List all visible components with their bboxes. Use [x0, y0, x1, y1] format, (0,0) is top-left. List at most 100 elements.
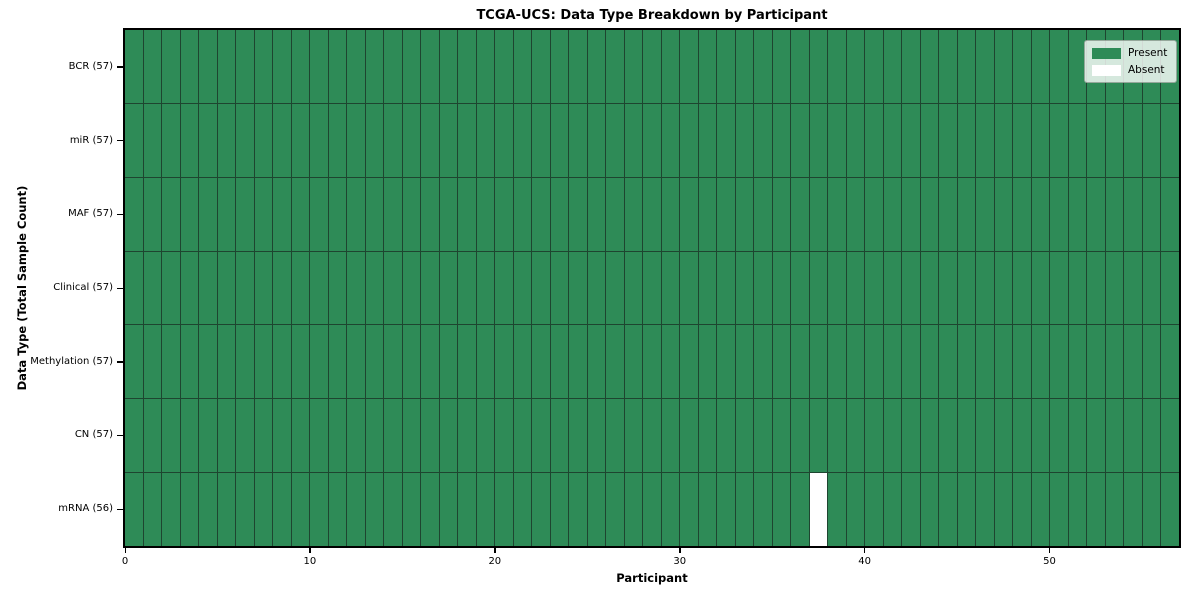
- heatmap-cell: [791, 325, 809, 399]
- heatmap-cell: [513, 177, 532, 251]
- heatmap-cell: [143, 325, 162, 399]
- heatmap-cell: [550, 30, 569, 103]
- x-tick-mark: [124, 548, 126, 553]
- heatmap-cell: [994, 103, 1013, 177]
- heatmap-cell: [180, 177, 199, 251]
- heatmap-cell: [421, 177, 439, 251]
- heatmap-cell: [439, 103, 458, 177]
- heatmap-cell: [828, 103, 846, 177]
- heatmap-cell: [606, 399, 624, 473]
- heatmap-cell: [624, 103, 643, 177]
- heatmap-cell: [143, 399, 162, 473]
- heatmap-cell: [421, 251, 439, 325]
- heatmap-cell: [291, 399, 310, 473]
- x-tick-label: 30: [673, 556, 687, 567]
- heatmap-cell: [717, 30, 735, 103]
- heatmap-cell: [402, 399, 421, 473]
- heatmap-cell: [883, 251, 902, 325]
- heatmap-cell: [1031, 399, 1050, 473]
- heatmap-cell: [717, 251, 735, 325]
- heatmap-cell: [846, 251, 865, 325]
- heatmap-cell: [254, 399, 273, 473]
- heatmap-cell: [846, 30, 865, 103]
- heatmap-cell: [772, 325, 791, 399]
- heatmap-cell: [439, 177, 458, 251]
- heatmap-cell: [735, 251, 754, 325]
- heatmap-cell: [624, 30, 643, 103]
- heatmap-cell: [1031, 177, 1050, 251]
- heatmap-cell: [254, 30, 273, 103]
- heatmap-cell: [828, 177, 846, 251]
- heatmap-cell: [883, 103, 902, 177]
- heatmap-cell: [1105, 473, 1124, 546]
- heatmap-cell: [1068, 103, 1087, 177]
- heatmap-cell: [680, 103, 698, 177]
- heatmap-cell: [772, 473, 791, 546]
- heatmap-cell: [236, 473, 254, 546]
- heatmap-cell: [217, 251, 236, 325]
- heatmap-cell: [421, 30, 439, 103]
- heatmap-cell: [883, 30, 902, 103]
- heatmap-cell: [162, 251, 180, 325]
- heatmap-cell: [772, 251, 791, 325]
- heatmap-cell: [291, 30, 310, 103]
- heatmap-cell: [717, 325, 735, 399]
- heatmap-cell: [421, 103, 439, 177]
- heatmap-cell: [920, 251, 939, 325]
- heatmap-cell: [384, 30, 402, 103]
- heatmap-cell: [273, 30, 291, 103]
- y-axis-label: Data Type (Total Sample Count): [15, 185, 29, 391]
- heatmap-cell: [328, 473, 347, 546]
- heatmap-cell: [994, 177, 1013, 251]
- heatmap-cell: [439, 325, 458, 399]
- heatmap-cell: [939, 473, 957, 546]
- heatmap-cell: [125, 399, 143, 473]
- heatmap-cell: [513, 473, 532, 546]
- heatmap-cell: [291, 473, 310, 546]
- y-tick-mark: [117, 508, 123, 510]
- heatmap-cell: [976, 251, 994, 325]
- heatmap-cell: [902, 251, 920, 325]
- heatmap-cell: [1013, 103, 1031, 177]
- heatmap-cell: [217, 103, 236, 177]
- heatmap-cell: [791, 399, 809, 473]
- heatmap-cell: [735, 177, 754, 251]
- x-tick-label: 10: [303, 556, 317, 567]
- heatmap-cell: [569, 103, 587, 177]
- x-tick-mark: [309, 548, 311, 553]
- heatmap-cell: [458, 325, 476, 399]
- heatmap-cell: [273, 399, 291, 473]
- heatmap-cell: [328, 251, 347, 325]
- heatmap-cell: [143, 251, 162, 325]
- heatmap-cell: [143, 103, 162, 177]
- heatmap-cell: [661, 473, 680, 546]
- heatmap-cell: [365, 177, 384, 251]
- heatmap-cell: [661, 251, 680, 325]
- heatmap-cell: [698, 399, 717, 473]
- heatmap-cell: [217, 177, 236, 251]
- x-tick-mark: [494, 548, 496, 553]
- heatmap-cell: [513, 325, 532, 399]
- heatmap-cell: [180, 103, 199, 177]
- heatmap-cell: [328, 30, 347, 103]
- legend: Present Absent: [1084, 40, 1178, 83]
- heatmap-cell: [421, 399, 439, 473]
- heatmap-cell: [865, 325, 883, 399]
- heatmap-cell: [273, 325, 291, 399]
- heatmap-cell: [846, 399, 865, 473]
- heatmap-cell: [680, 30, 698, 103]
- heatmap-cell: [754, 103, 772, 177]
- heatmap-cell: [1087, 325, 1105, 399]
- heatmap-cell: [569, 473, 587, 546]
- heatmap-cell: [439, 473, 458, 546]
- heatmap-cell: [735, 103, 754, 177]
- heatmap-cell: [1161, 473, 1179, 546]
- heatmap-cell: [883, 473, 902, 546]
- heatmap-cell: [698, 473, 717, 546]
- heatmap-cell: [754, 473, 772, 546]
- heatmap-cell: [569, 325, 587, 399]
- heatmap-cell: [476, 251, 495, 325]
- heatmap-cell: [365, 473, 384, 546]
- heatmap-cell: [920, 177, 939, 251]
- heatmap-cell: [476, 399, 495, 473]
